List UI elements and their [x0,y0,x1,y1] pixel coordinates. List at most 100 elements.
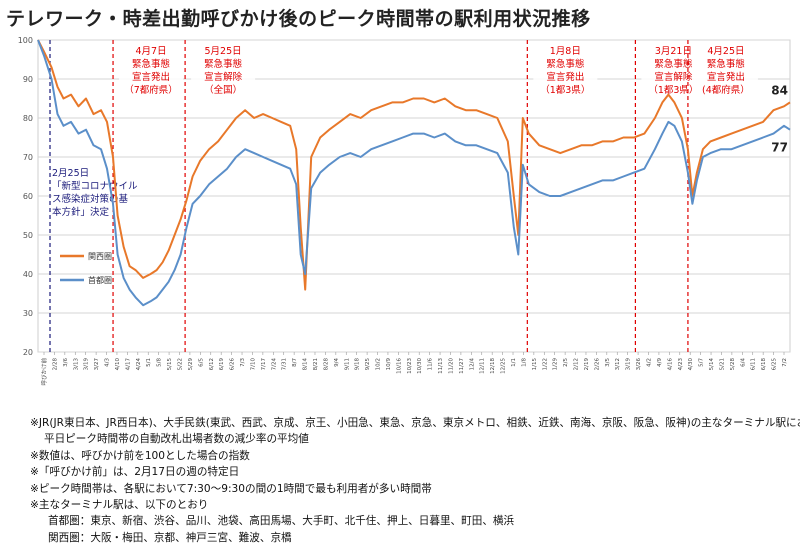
y-tick-label: 40 [23,270,33,279]
event-label-bg [693,44,758,100]
x-tick-label: 7/10 [250,358,256,371]
x-tick-label: 2/5 [563,358,569,367]
x-tick-label: 5/28 [730,358,736,371]
footnotes: ※JR(JR東日本、JR西日本)、大手民鉄(東武、西武、京成、京王、小田急、東急… [30,415,800,546]
event-label-bg [119,44,184,100]
legend-label: 関西圏 [88,252,112,261]
y-tick-label: 30 [23,309,33,318]
x-tick-label: 11/27 [459,358,465,374]
series-line-kansai [37,39,791,291]
event-label: 3月21日 [655,46,692,57]
x-tick-label: 5/7 [699,358,705,367]
x-tick-label: 7/31 [282,358,288,370]
x-tick-label: 12/4 [469,358,475,371]
event-label: 「新型コロナウイル [52,180,138,192]
note-7: 関西圏：大阪・梅田、京都、神戸三宮、難波、京橋 [48,531,292,544]
x-tick-label: 10/9 [386,358,392,371]
x-tick-label: 3/27 [94,358,100,371]
x-tick-label: 7/2 [782,358,788,367]
y-tick-label: 90 [23,75,33,84]
x-tick-label: 5/29 [188,358,194,371]
event-label: 宣言発出 [707,71,745,83]
x-tick-label: 5/14 [709,358,715,371]
x-tick-label: 12/25 [501,358,507,374]
x-tick-label: 4/24 [136,358,142,371]
event-label: 1月8日 [550,46,581,57]
x-tick-label: 3/26 [636,358,642,371]
x-tick-label: 10/2 [376,358,382,370]
event-label: 宣言解除 [204,71,243,83]
x-tick-label: 4/10 [115,358,121,371]
x-tick-label: 呼びかけ前 [40,358,48,386]
chart-series [37,39,791,307]
event-label: （1都3県） [648,84,698,96]
x-tick-label: 3/5 [605,358,611,367]
event-label: 緊急事態 [707,58,745,70]
x-tick-label: 4/16 [667,358,673,371]
x-tick-label: 11/13 [438,358,444,374]
x-tick-label: 6/25 [772,358,778,371]
event-label: ス感染症対策の基 [52,193,129,205]
x-tick-label: 8/28 [323,358,329,371]
event-label: 5月25日 [205,46,242,57]
x-tick-label: 1/22 [542,358,548,370]
event-label: 4月7日 [136,46,167,57]
y-tick-label: 20 [23,348,33,357]
x-tick-label: 8/21 [313,358,319,370]
x-tick-label: 5/8 [157,358,163,367]
y-tick-label: 60 [23,192,33,201]
x-tick-label: 9/11 [344,358,350,370]
x-tick-label: 10/30 [417,358,423,374]
y-axis: 20 30 40 50 60 70 80 90 100 [18,36,33,357]
x-tick-label: 3/6 [63,358,69,367]
x-tick-label: 6/19 [219,358,225,371]
x-tick-label: 6/18 [761,358,767,371]
x-tick-label: 10/23 [407,358,413,374]
note-2: ※数値は、呼びかけ前を100とした場合の指数 [30,449,250,462]
x-tick-label: 2/28 [52,358,58,371]
event-label-bg [533,44,598,100]
x-tick-label: 8/14 [303,358,309,371]
note-1b: 平日ピーク時間帯の自動改札出場者数の減少率の平均値 [44,433,309,446]
event-label: 2月25日 [52,168,89,179]
x-tick-label: 5/15 [167,358,173,371]
x-tick-label: 4/2 [647,358,653,367]
x-tick-label: 6/5 [198,358,204,367]
x-tick-label: 4/9 [657,358,663,367]
x-tick-label: 1/8 [521,358,527,367]
note-3: ※「呼びかけ前」は、2月17日の週の特定日 [30,466,240,479]
x-tick-label: 10/16 [396,358,402,374]
note-4: ※ピーク時間帯は、各駅において7:30～9:30の間の1時間で最も利用者が多い時… [30,482,432,495]
x-tick-label: 6/26 [230,358,236,371]
x-tick-label: 1/1 [511,358,517,367]
x-tick-label: 12/18 [490,358,496,374]
x-tick-label: 3/19 [84,358,90,371]
y-tick-label: 70 [23,153,33,162]
event-label: （7都府県） [124,84,178,96]
x-tick-label: 7/3 [240,358,246,367]
event-label: 4月25日 [707,46,744,57]
event-label: （全国） [204,84,242,96]
x-tick-label: 7/24 [271,358,277,371]
event-label: 緊急事態 [546,58,584,70]
end-label-shuto: 77 [771,141,788,155]
end-labels: 84 77 [771,83,788,154]
event-label: 宣言解除 [654,71,693,83]
x-tick-label: 5/21 [719,358,725,370]
x-tick-label: 4/3 [105,358,111,367]
y-tick-label: 80 [23,114,33,123]
x-tick-label: 11/20 [448,358,454,374]
page-title: テレワーク・時差出勤呼びかけ後のピーク時間帯の駅利用状況推移 [6,8,591,30]
x-tick-label: 3/19 [626,358,632,371]
note-1a: ※JR(JR東日本、JR西日本)、大手民鉄(東武、西武、京成、京王、小田急、東急… [30,417,800,429]
x-tick-label: 5/22 [177,358,183,370]
event-label: 緊急事態 [132,58,170,70]
event-label: （1都3県） [540,84,590,96]
x-tick-label: 6/12 [209,358,215,370]
x-tick-label: 9/4 [334,358,340,367]
x-tick-label: 6/11 [751,358,757,370]
note-5: ※主なターミナル駅は、以下のとおり [30,499,209,512]
event-label-bg [191,44,256,100]
